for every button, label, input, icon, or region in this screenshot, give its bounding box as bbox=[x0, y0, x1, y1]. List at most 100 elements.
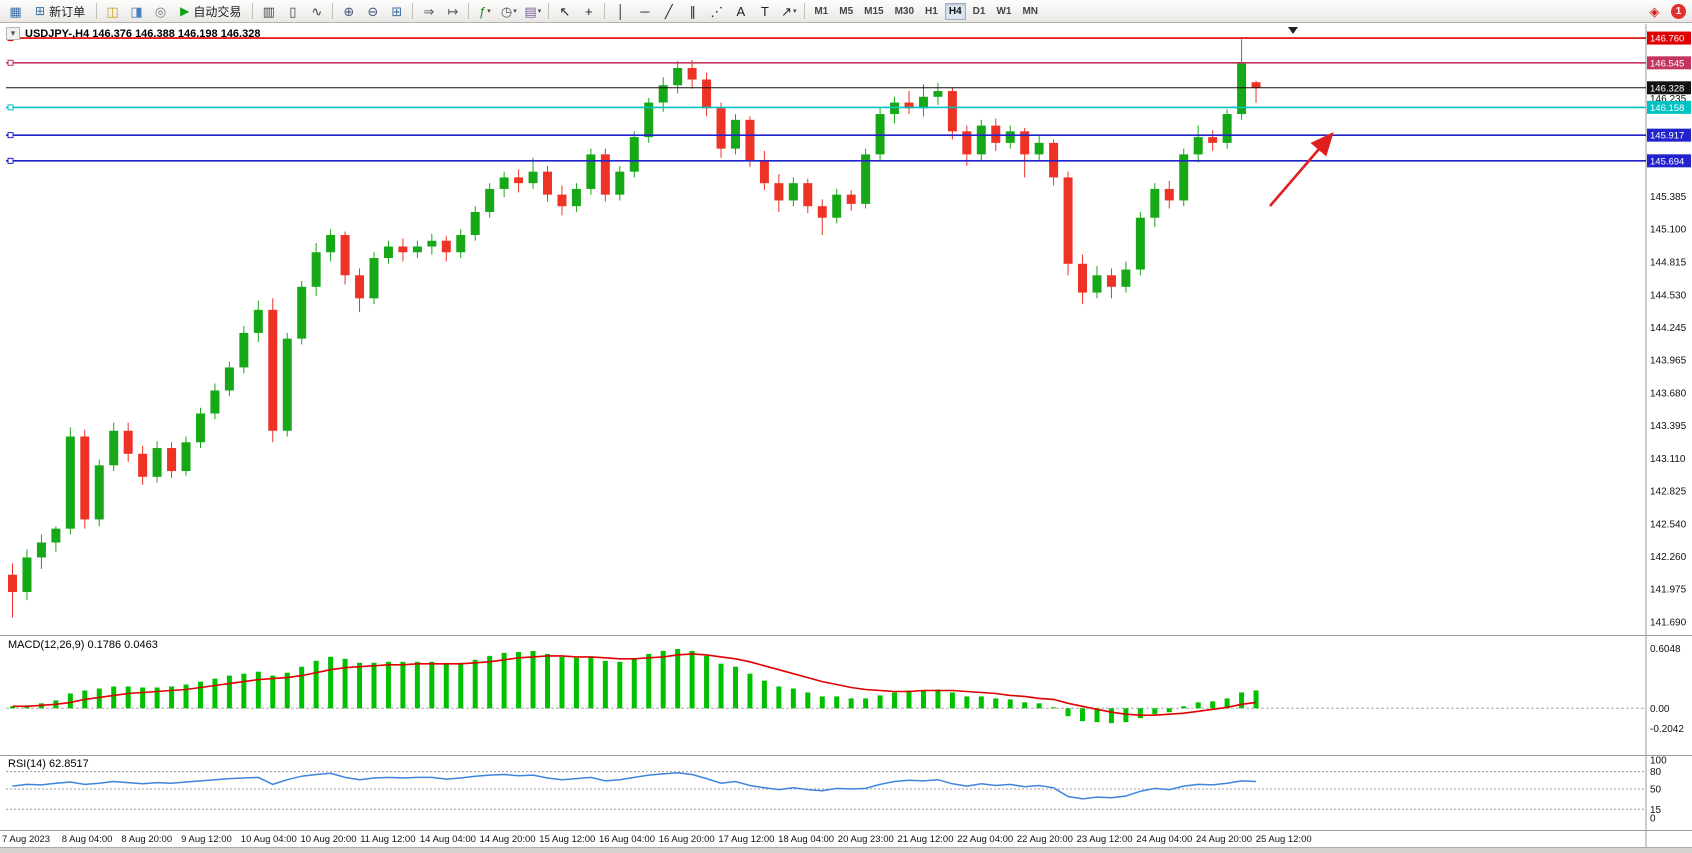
new-order-button[interactable]: ⊞ 新订单 bbox=[28, 2, 92, 21]
candle-body bbox=[268, 309, 278, 431]
vertical-line-icon[interactable]: │ bbox=[609, 1, 632, 22]
candle-body bbox=[123, 430, 133, 454]
rsi-label: RSI(14) 62.8517 bbox=[8, 758, 89, 770]
zoom-out-icon[interactable]: ⊖ bbox=[361, 1, 384, 22]
new-order-label: 新订单 bbox=[49, 4, 86, 19]
timeframe-m15[interactable]: M15 bbox=[860, 3, 887, 20]
chart-shift-marker[interactable] bbox=[1288, 27, 1298, 34]
hline-handle[interactable] bbox=[7, 59, 14, 66]
candle-body bbox=[22, 557, 32, 592]
price-axis-tick: 143.110 bbox=[1650, 454, 1686, 465]
bar-chart-icon[interactable]: ▥ bbox=[257, 1, 280, 22]
time-axis-label: 24 Aug 04:00 bbox=[1136, 834, 1192, 845]
notification-badge[interactable]: 1 bbox=[1671, 3, 1686, 19]
macd-bar bbox=[819, 696, 825, 709]
macd-bar bbox=[834, 696, 840, 709]
horizontal-line-icon[interactable]: ─ bbox=[633, 1, 656, 22]
zoom-in-icon: ⊕ bbox=[343, 3, 355, 19]
candle-body bbox=[1208, 137, 1218, 143]
time-axis-label: 22 Aug 20:00 bbox=[1017, 834, 1073, 845]
channel-icon[interactable]: ∥ bbox=[681, 1, 704, 22]
candle-body bbox=[745, 119, 755, 161]
cursor-icon[interactable]: ↖ bbox=[553, 1, 576, 22]
arrows-icon[interactable]: ↗ ▾ bbox=[777, 1, 800, 22]
price-axis-tick: 144.530 bbox=[1650, 290, 1687, 301]
periods-icon[interactable]: ◷ ▾ bbox=[497, 1, 520, 22]
tile-windows-icon[interactable]: ⊞ bbox=[385, 1, 408, 22]
dropdown-caret-icon[interactable]: ▾ bbox=[487, 7, 491, 15]
indicators-icon[interactable]: ƒ ▾ bbox=[473, 1, 496, 22]
macd-bar bbox=[906, 690, 912, 709]
line-chart-icon[interactable]: ∿ bbox=[305, 1, 328, 22]
macd-bar bbox=[1051, 707, 1057, 709]
macd-bar bbox=[1036, 703, 1042, 709]
hline-handle[interactable] bbox=[7, 132, 14, 139]
fibonacci-icon[interactable]: ⋰ bbox=[705, 1, 728, 22]
vertical-line-icon: │ bbox=[616, 3, 625, 19]
candle-body bbox=[340, 234, 350, 276]
dropdown-caret-icon[interactable]: ▾ bbox=[537, 7, 542, 15]
macd-bar bbox=[371, 662, 377, 709]
dropdown-caret-icon[interactable]: ▾ bbox=[513, 7, 517, 15]
chart-shift-icon[interactable]: ↦ bbox=[441, 1, 464, 22]
text-icon[interactable]: A bbox=[729, 1, 752, 22]
macd-bar bbox=[718, 663, 724, 709]
macd-bar bbox=[255, 671, 261, 709]
macd-axis-label: -0.2042 bbox=[1650, 724, 1684, 735]
candlestick-series[interactable] bbox=[8, 39, 1261, 618]
timeframe-m30[interactable]: M30 bbox=[891, 3, 918, 20]
autotrading-button[interactable]: ▶ 自动交易 bbox=[173, 2, 248, 21]
templates-icon[interactable]: ▤ ▾ bbox=[521, 1, 544, 22]
trendline-icon[interactable]: ╱ bbox=[657, 1, 680, 22]
macd-bar bbox=[790, 688, 796, 709]
timeframe-w1[interactable]: W1 bbox=[992, 3, 1015, 20]
price-axis-tick: 143.395 bbox=[1650, 421, 1687, 432]
macd-bar bbox=[747, 673, 753, 709]
navigator-icon[interactable]: ◎ bbox=[149, 1, 172, 22]
macd-bar bbox=[212, 678, 218, 709]
auto-scroll-icon: ⇒ bbox=[423, 3, 435, 19]
macd-bar bbox=[993, 698, 999, 709]
candle-body bbox=[1150, 188, 1160, 218]
candle-body bbox=[80, 436, 90, 520]
community-icon[interactable]: ◈ bbox=[1643, 1, 1666, 22]
price-line-label-box bbox=[1647, 128, 1691, 142]
macd-bar bbox=[169, 686, 175, 709]
macd-bar bbox=[949, 692, 955, 709]
timeframe-m1[interactable]: M1 bbox=[810, 3, 832, 20]
macd-bar bbox=[197, 681, 203, 709]
crosshair-icon[interactable]: + bbox=[577, 1, 600, 22]
candle-body bbox=[383, 246, 393, 259]
arrows-icon: ↗ bbox=[781, 3, 793, 19]
candle-body bbox=[355, 275, 365, 299]
candle-body bbox=[138, 453, 148, 477]
annotation-arrow[interactable] bbox=[1269, 132, 1334, 207]
hline-handle[interactable] bbox=[7, 104, 14, 111]
symbol-dropdown-icon[interactable]: ▾ bbox=[6, 27, 20, 40]
candle-body bbox=[1063, 177, 1073, 264]
zoom-in-icon[interactable]: ⊕ bbox=[337, 1, 360, 22]
macd-bar bbox=[154, 687, 160, 709]
candle-body bbox=[195, 413, 205, 443]
data-window-icon[interactable]: ◨ bbox=[125, 1, 148, 22]
candle-body bbox=[629, 137, 639, 172]
macd-bar bbox=[704, 655, 710, 709]
candle-body bbox=[875, 114, 885, 155]
dropdown-caret-icon[interactable]: ▾ bbox=[793, 7, 797, 15]
timeframe-h1[interactable]: H1 bbox=[921, 3, 942, 20]
candle-body bbox=[326, 234, 336, 253]
label-icon[interactable]: T bbox=[753, 1, 776, 22]
auto-scroll-icon[interactable]: ⇒ bbox=[417, 1, 440, 22]
hline-handle[interactable] bbox=[7, 157, 14, 164]
timeframe-d1[interactable]: D1 bbox=[969, 3, 990, 20]
candle-body bbox=[181, 442, 191, 472]
candlestick-chart-icon[interactable]: ▯ bbox=[281, 1, 304, 22]
timeframe-mn[interactable]: MN bbox=[1018, 3, 1042, 20]
time-axis-label: 14 Aug 20:00 bbox=[480, 834, 536, 845]
timeframe-m5[interactable]: M5 bbox=[835, 3, 857, 20]
chart-title-row: ▾ USDJPY-,H4 146.376 146.388 146.198 146… bbox=[6, 27, 260, 40]
market-watch-icon[interactable]: ◫ bbox=[101, 1, 124, 22]
new-chart-icon[interactable]: ▦ bbox=[4, 1, 27, 22]
timeframe-h4[interactable]: H4 bbox=[944, 2, 966, 20]
